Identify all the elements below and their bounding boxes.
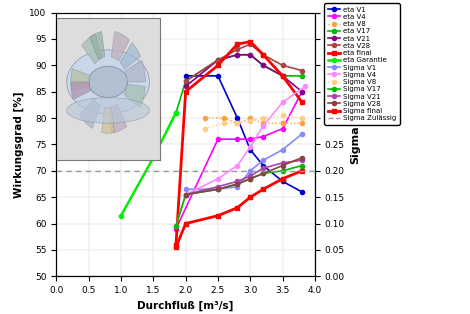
Legend: eta V1, eta V4, eta V8, eta V17, eta V21, eta V28, eta final, eta Garantie, Sigm: eta V1, eta V4, eta V8, eta V17, eta V21… [324, 3, 400, 125]
Y-axis label: Sigma: Sigma [350, 125, 360, 164]
X-axis label: Durchfluß [m³/s]: Durchfluß [m³/s] [137, 300, 234, 311]
Y-axis label: Wirkungsgrad [%]: Wirkungsgrad [%] [14, 91, 24, 198]
